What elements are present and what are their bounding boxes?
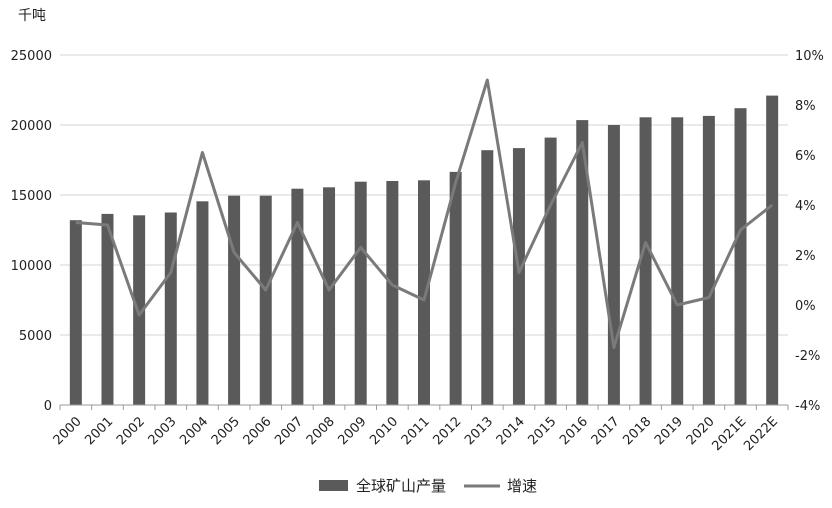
- bar-2007: [291, 188, 304, 405]
- x-tick-label: 2014: [494, 414, 528, 448]
- x-tick-label: 2009: [336, 414, 370, 448]
- y-right-tick-label: 8%: [795, 99, 816, 114]
- bar-2012: [449, 171, 462, 405]
- x-tick-label: 2007: [272, 414, 306, 448]
- y-left-tick-label: 20000: [11, 119, 52, 134]
- y-left-tick-label: 25000: [11, 49, 52, 64]
- y-right-tick-label: 10%: [795, 49, 824, 64]
- bar-2021E: [734, 108, 747, 405]
- bar-2002: [133, 215, 146, 405]
- x-tick-label: 2021E: [710, 414, 750, 454]
- y-right-tick-labels: -4% -2% 0% 2% 4% 6% 8% 10%: [795, 49, 824, 414]
- x-tick-label: 2005: [209, 414, 243, 448]
- x-tick-label: 2000: [51, 414, 85, 448]
- line-series: [75, 78, 774, 349]
- x-tick-label: 2019: [652, 414, 686, 448]
- x-tick-label: 2022E: [741, 414, 781, 454]
- x-tick-labels: 2000200120022003200420052006200720082009…: [51, 414, 781, 454]
- y-left-tick-label: 15000: [11, 189, 52, 204]
- bar-2022E: [766, 95, 779, 405]
- legend-bar-label: 全球矿山产量: [356, 477, 446, 495]
- x-tick-label: 2004: [177, 414, 211, 448]
- x-tick-label: 2012: [430, 414, 464, 448]
- bar-2015: [544, 137, 557, 405]
- bar-series: [69, 95, 779, 406]
- bar-2019: [671, 117, 684, 406]
- y-right-tick-label: -2%: [795, 349, 820, 364]
- x-tick-label: 2017: [589, 414, 623, 448]
- bar-2001: [101, 213, 114, 405]
- legend: 全球矿山产量 增速: [319, 477, 537, 495]
- bar-2009: [354, 181, 367, 405]
- bar-2000: [69, 220, 82, 405]
- y-right-tick-label: -4%: [795, 399, 820, 414]
- x-tick-label: 2003: [146, 414, 180, 448]
- x-tick-label: 2018: [620, 414, 654, 448]
- legend-line-label: 增速: [507, 477, 537, 495]
- bar-2005: [228, 195, 241, 405]
- x-tick-label: 2008: [304, 414, 338, 448]
- y-left-tick-label: 5000: [19, 329, 52, 344]
- bar-2013: [481, 150, 494, 405]
- y-right-tick-label: 6%: [795, 149, 816, 164]
- y-left-tick-label: 0: [44, 399, 52, 414]
- bar-2016: [576, 120, 589, 405]
- bar-2004: [196, 201, 209, 405]
- bar-2008: [323, 187, 336, 405]
- bar-2010: [386, 181, 399, 405]
- bar-2020: [702, 115, 715, 406]
- y-right-tick-label: 0%: [795, 299, 816, 314]
- y-right-tick-label: 4%: [795, 199, 816, 214]
- x-tick-label: 2001: [82, 414, 116, 448]
- bar-2011: [418, 180, 430, 405]
- bar-2017: [607, 125, 620, 405]
- legend-bar-swatch: [319, 480, 348, 491]
- x-tick-label: 2006: [241, 414, 275, 448]
- y-right-tick-label: 2%: [795, 249, 816, 264]
- x-tick-label: 2015: [525, 414, 559, 448]
- y-left-tick-labels: 0 5000 10000 15000 20000 25000: [11, 49, 52, 414]
- x-tick-label: 2013: [462, 414, 496, 448]
- bar-2018: [639, 117, 652, 406]
- x-tick-label: 2010: [367, 414, 401, 448]
- y-axis-unit-label: 千吨: [18, 8, 46, 24]
- x-tick-label: 2016: [557, 414, 591, 448]
- bar-2003: [164, 212, 177, 405]
- y-left-tick-label: 10000: [11, 259, 52, 274]
- growth-rate-line: [75, 78, 774, 349]
- x-tick-label: 2002: [114, 414, 148, 448]
- bar-2014: [512, 148, 525, 405]
- axes: [59, 404, 789, 410]
- bar-2006: [259, 195, 272, 405]
- x-tick-label: 2011: [399, 414, 433, 448]
